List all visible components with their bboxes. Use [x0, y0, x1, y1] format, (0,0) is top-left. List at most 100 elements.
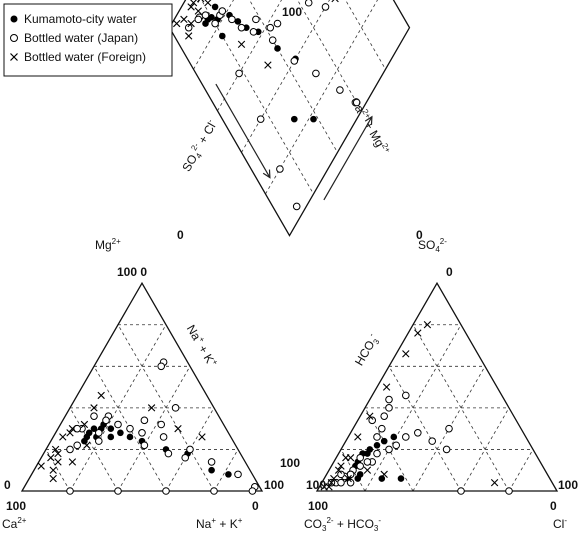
point-japan-cation: [162, 487, 170, 495]
point-foreign-cation: [49, 474, 57, 483]
diamond-grid-line: [265, 0, 378, 195]
point-japan-diamond: [252, 15, 260, 24]
cation-triangle-frame: [20, 281, 264, 492]
frame-layer: [20, 0, 559, 492]
point-foreign-cation: [37, 462, 45, 470]
diamond-grid-line: [217, 0, 282, 112]
point-foreign-cation: [174, 424, 182, 433]
point-japan-cation: [90, 412, 98, 420]
point-japan-diamond: [237, 23, 246, 32]
point-japan-diamond: [352, 98, 361, 107]
point-japan-anion: [378, 424, 386, 433]
point-japan-anion: [346, 470, 355, 479]
point-japan-cation: [114, 487, 122, 495]
point-foreign-anion: [382, 383, 391, 391]
point-foreign-anion: [337, 462, 345, 470]
point-kumamoto-diamond: [310, 115, 317, 123]
point-japan-anion: [402, 433, 410, 441]
point-japan-cation: [102, 416, 110, 425]
point-japan-cation: [95, 437, 103, 445]
point-foreign-anion: [320, 483, 328, 491]
point-kumamoto-diamond: [274, 45, 281, 52]
cation-grid-line: [45, 449, 71, 492]
point-kumamoto-cation: [117, 429, 124, 437]
cation-grid-line: [117, 366, 191, 492]
point-foreign-diamond: [187, 19, 195, 28]
point-japan-diamond: [336, 86, 344, 94]
legend: Kumamoto-city water Bottled water (Japan…: [3, 3, 173, 77]
point-japan-diamond: [321, 3, 330, 11]
point-japan-anion: [373, 449, 381, 458]
point-japan-cation: [159, 433, 168, 441]
point-foreign-anion: [380, 470, 388, 479]
point-japan-cation: [210, 487, 218, 495]
point-foreign-cation: [49, 466, 57, 474]
point-foreign-diamond: [331, 0, 339, 3]
point-foreign-anion: [346, 454, 355, 462]
point-japan-cation: [157, 420, 165, 429]
point-kumamoto-cation: [126, 433, 134, 441]
cation-tick-apex: 100 0: [117, 265, 147, 279]
point-kumamoto-anion: [390, 433, 398, 441]
point-japan-anion: [457, 487, 465, 495]
point-japan-diamond: [184, 23, 193, 32]
arrow-layer: [197, 0, 373, 201]
point-japan-cation: [66, 445, 74, 454]
point-foreign-anion: [334, 466, 343, 474]
cation-tick-right: 100: [264, 478, 284, 492]
point-foreign-anion: [402, 350, 410, 358]
legend-label-japan: Bottled water (Japan): [24, 31, 138, 45]
point-japan-anion: [392, 441, 401, 450]
point-japan-anion: [363, 458, 372, 466]
point-kumamoto-anion: [373, 441, 381, 449]
point-japan-anion: [346, 478, 355, 487]
point-foreign-cation: [147, 404, 156, 412]
point-kumamoto-cation: [208, 466, 215, 474]
point-foreign-diamond: [194, 7, 202, 15]
svg-text:HCO3-: HCO3-: [351, 331, 383, 369]
point-japan-diamond: [273, 19, 282, 28]
point-foreign-cation: [90, 404, 98, 412]
point-foreign-cation: [54, 458, 62, 466]
anion-tick-bottom-right: 0: [550, 499, 557, 513]
point-foreign-anion: [490, 478, 499, 487]
point-foreign-cation: [68, 424, 77, 433]
point-japan-diamond: [268, 36, 277, 44]
arrow-na-k: [215, 83, 271, 179]
cation-tick-bottom-right: 0: [252, 499, 259, 513]
anion-tick-bottom-left: 100: [308, 499, 328, 513]
point-japan-diamond: [201, 11, 210, 20]
point-kumamoto-anion: [380, 437, 388, 445]
legend-label-kumamoto: Kumamoto-city water: [24, 12, 137, 26]
point-japan-anion: [385, 395, 393, 404]
point-japan-cation: [73, 424, 81, 433]
point-japan-anion: [402, 391, 410, 400]
anion-grid-line: [508, 449, 534, 492]
point-japan-cation: [164, 449, 173, 458]
diamond-grid-line: [345, 0, 386, 70]
point-japan-diamond: [312, 69, 320, 78]
point-japan-cation: [66, 487, 74, 495]
legend-marker-foreign: [10, 53, 18, 61]
diamond-frame: [168, 0, 411, 237]
diamond-tick-left: 0: [177, 228, 184, 242]
cation-grid-line: [69, 407, 119, 492]
arrow-hco3: [323, 115, 373, 201]
point-japan-anion: [356, 462, 365, 470]
point-japan-cation: [248, 487, 257, 495]
point-foreign-anion: [344, 474, 352, 483]
point-foreign-diamond: [237, 40, 246, 48]
point-foreign-cation: [97, 391, 105, 400]
point-kumamoto-cation: [107, 425, 115, 432]
point-kumamoto-cation: [225, 471, 232, 478]
point-japan-anion: [505, 487, 513, 495]
cation-corner-ca: Ca2+: [2, 516, 27, 531]
point-japan-cation: [207, 458, 216, 466]
point-foreign-cation: [83, 441, 91, 449]
anion-tick-left: 100: [306, 478, 326, 492]
point-foreign-cation: [59, 433, 67, 441]
point-foreign-cation: [51, 445, 60, 454]
cation-apex-label: Mg2+: [95, 237, 121, 252]
point-foreign-cation: [80, 420, 89, 429]
point-kumamoto-cation: [81, 437, 88, 445]
